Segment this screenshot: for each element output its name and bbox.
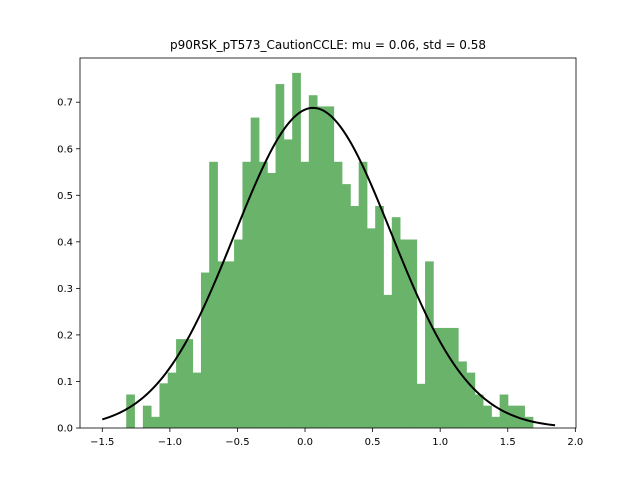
- histogram-bar: [342, 184, 351, 428]
- x-tick-label: −1.0: [158, 437, 182, 448]
- histogram-bar: [200, 272, 210, 428]
- histogram-bar: [425, 261, 434, 428]
- histogram-bar: [350, 206, 359, 428]
- y-tick-label: 0.1: [57, 377, 73, 388]
- chart-title: p90RSK_pT573_CautionCCLE: mu = 0.06, std…: [170, 38, 486, 52]
- y-tick-label: 0.0: [57, 424, 73, 435]
- histogram-bar: [217, 261, 227, 428]
- normal-fit-curve: [102, 106, 556, 427]
- histogram-bar: [159, 383, 169, 428]
- y-tick-label: 0.5: [57, 191, 73, 202]
- histogram-bar: [358, 161, 368, 429]
- histogram-bar: [508, 405, 517, 428]
- histogram-bar: [449, 327, 459, 428]
- histogram-bar: [292, 72, 301, 428]
- histogram-bar: [126, 394, 135, 428]
- histogram-bars: [126, 72, 534, 429]
- histogram-bar: [259, 161, 268, 429]
- x-tick-label: −0.5: [225, 437, 249, 448]
- histogram-bar: [234, 239, 243, 428]
- x-tick-label: 1.5: [500, 437, 516, 448]
- histogram-bar: [491, 416, 501, 428]
- histogram-bar: [366, 228, 376, 428]
- histogram-bar: [267, 172, 277, 428]
- histogram-bar: [242, 161, 252, 429]
- histogram-bar: [142, 405, 152, 428]
- y-axis-ticks: 0.0 0.1 0.2 0.3 0.4 0.5 0.6 0.7: [57, 98, 80, 435]
- x-tick-label: −1.5: [90, 437, 114, 448]
- histogram-bar: [466, 372, 476, 428]
- histogram-bar: [524, 416, 534, 428]
- x-tick-label: 0.5: [365, 437, 381, 448]
- x-tick-label: 0.0: [297, 437, 313, 448]
- axes: [79, 57, 577, 429]
- histogram-bar: [225, 261, 235, 428]
- histogram-bar: [325, 106, 335, 429]
- histogram-bar: [474, 394, 484, 428]
- histogram-bar: [441, 327, 451, 428]
- histogram-bar: [333, 161, 343, 429]
- histogram-bar: [184, 339, 194, 428]
- histogram-bar: [308, 95, 318, 428]
- x-tick-label: 2.0: [567, 437, 583, 448]
- y-tick-label: 0.2: [57, 330, 73, 341]
- histogram-bar: [317, 106, 326, 429]
- fit-curve-layer: [102, 106, 556, 427]
- histogram-bar: [283, 139, 293, 428]
- histogram-bar: [433, 327, 442, 428]
- histogram-bar: [458, 361, 467, 428]
- histogram-bar: [209, 161, 218, 429]
- histogram-bar: [400, 239, 409, 428]
- x-tick-label: 1.0: [432, 437, 448, 448]
- plot-frame: [79, 57, 577, 429]
- y-tick-label: 0.7: [57, 98, 73, 109]
- histogram-bar: [300, 161, 310, 429]
- histogram-bar: [516, 405, 525, 428]
- histogram-bar: [408, 239, 418, 428]
- histogram-bar: [391, 217, 401, 428]
- histogram-bar: [416, 383, 426, 428]
- y-tick-label: 0.6: [57, 144, 73, 155]
- histogram-bar: [167, 372, 177, 428]
- histogram-bar: [383, 294, 393, 428]
- histogram-bar: [192, 372, 202, 428]
- histogram-bar: [151, 416, 160, 428]
- x-axis-ticks: −1.5 −1.0 −0.5 0.0 0.5 1.0 1.5 2.0: [90, 428, 583, 448]
- histogram-bar: [375, 206, 384, 428]
- histogram-bar: [483, 405, 492, 428]
- histogram-bar: [275, 84, 285, 428]
- y-tick-label: 0.3: [57, 284, 73, 295]
- histogram-bar: [250, 117, 260, 428]
- histogram-bar: [176, 339, 185, 428]
- y-tick-label: 0.4: [57, 237, 73, 248]
